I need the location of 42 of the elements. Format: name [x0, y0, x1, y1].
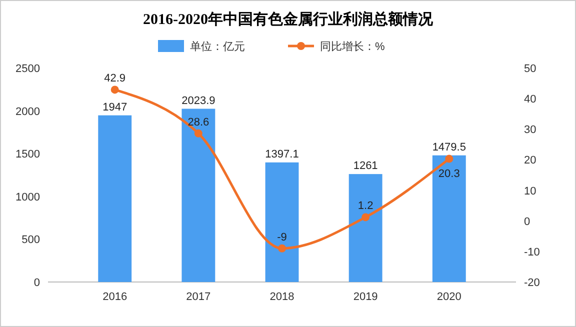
chart-title: 2016-2020年中国有色金属行业利润总额情况 [143, 10, 434, 28]
y2-tick-label: 20 [524, 154, 536, 167]
data-label: 1479.5 [432, 141, 466, 154]
y-tick-label: 2500 [16, 63, 40, 75]
legend-label: 单位：亿元 [190, 40, 245, 53]
data-label: 1397.1 [265, 148, 299, 160]
data-label: 42.9 [104, 72, 126, 85]
y2-tick-label: 0 [524, 216, 530, 228]
y2-tick-label: -20 [524, 277, 540, 289]
legend-label: 同比增长：% [320, 40, 385, 53]
y2-tick-label: -10 [524, 246, 540, 258]
x-tick-label: 2016 [102, 291, 128, 303]
point [278, 244, 286, 252]
data-label: 28.6 [188, 116, 210, 128]
point [194, 129, 202, 138]
point [445, 154, 454, 163]
data-label: -9 [277, 231, 287, 244]
data-label: 1947 [102, 101, 128, 114]
bar [182, 108, 216, 282]
x-tick-label: 2017 [186, 291, 211, 303]
y-tick-label: 500 [22, 234, 40, 246]
y-tick-label: 0 [34, 277, 40, 289]
y-tick-label: 1000 [16, 191, 40, 204]
point [110, 86, 119, 94]
bar [348, 174, 382, 282]
x-tick-label: 2020 [436, 291, 462, 303]
y-tick-label: 2000 [16, 106, 40, 118]
y2-tick-label: 10 [524, 185, 536, 198]
y2-tick-label: 30 [524, 124, 536, 136]
data-label: 2023.9 [182, 94, 216, 107]
data-label: 20.3 [438, 168, 460, 180]
point [362, 213, 370, 222]
bar [265, 162, 299, 282]
bar [98, 115, 132, 282]
y-tick-label: 1500 [16, 148, 40, 161]
data-label: 1.2 [358, 200, 374, 212]
y2-tick-label: 40 [524, 94, 536, 106]
y2-tick-label: 50 [524, 63, 536, 75]
data-label: 1261 [353, 160, 378, 172]
x-tick-label: 2019 [353, 291, 378, 303]
bar [432, 155, 466, 282]
x-tick-label: 2018 [270, 291, 294, 303]
